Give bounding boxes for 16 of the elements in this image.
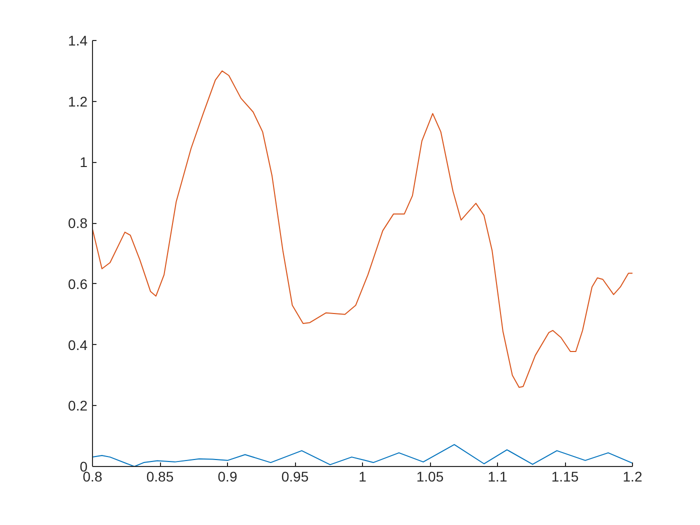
x-tick-label: 1	[358, 468, 367, 484]
line-series	[92, 70, 632, 388]
y-tick-label: 0.4	[68, 336, 88, 353]
y-tick-label: 1.2	[68, 93, 88, 110]
x-tick-label: 0.95	[281, 468, 309, 484]
y-tick-label: 1	[80, 154, 88, 170]
x-tick-label: 1.05	[416, 468, 444, 484]
x-tick-label: 0.9	[218, 468, 238, 484]
y-tick-label: 1.4	[68, 32, 88, 48]
x-tick-label: 1.1	[488, 468, 508, 484]
x-tick-label: 0.85	[146, 468, 174, 484]
y-tick-label: 0.2	[68, 398, 88, 414]
x-tick-label: 1.15	[551, 468, 579, 484]
y-tick-label: 0.6	[68, 276, 88, 292]
x-tick-label: 1.2	[622, 468, 642, 484]
y-tick-label: 0.8	[68, 215, 88, 232]
